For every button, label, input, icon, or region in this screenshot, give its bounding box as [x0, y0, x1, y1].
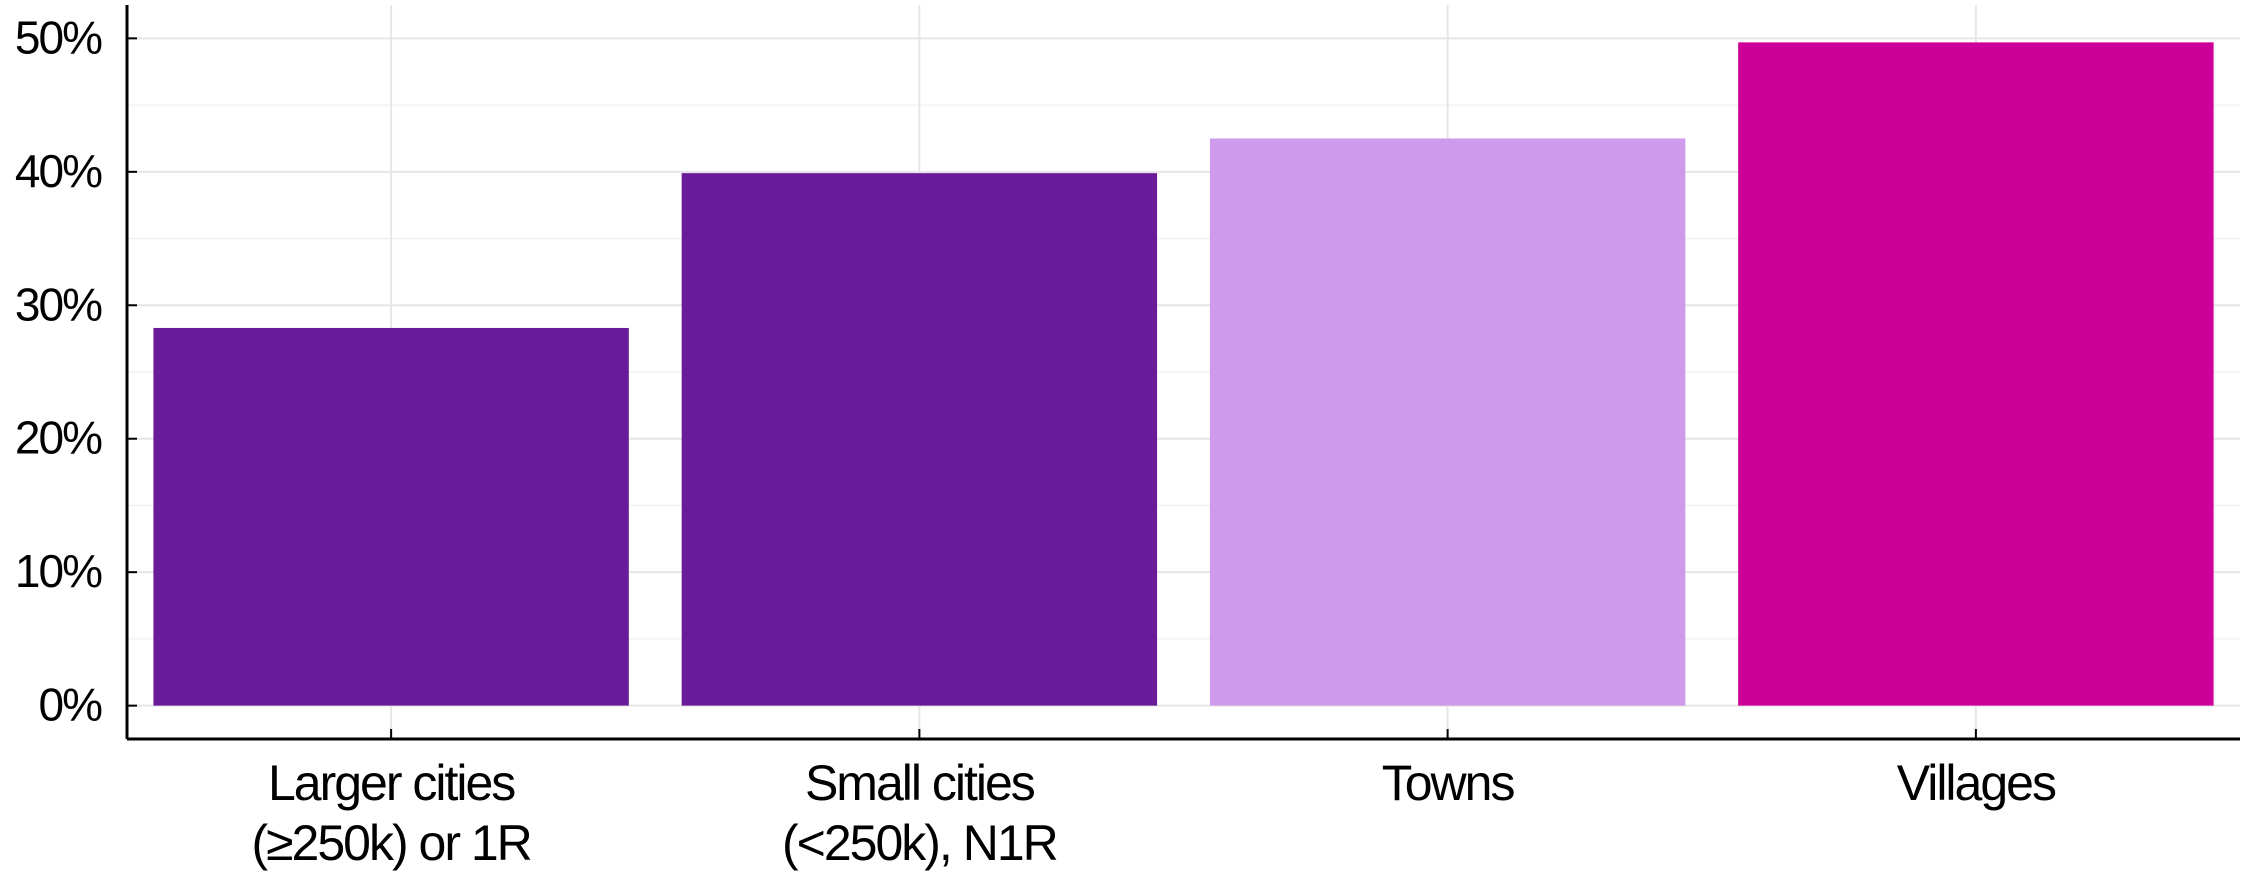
axes — [125, 5, 2240, 741]
x-category-label-line: Small cities — [805, 755, 1035, 811]
x-category-label-line: Larger cities — [268, 755, 515, 811]
x-category-label: Larger cities (≥250k) or 1R — [251, 755, 530, 871]
y-tick-label: 30% — [15, 278, 102, 330]
x-category-label-line: Villages — [1897, 755, 2056, 811]
x-category-label-line: (≥250k) or 1R — [251, 815, 530, 871]
bar — [1209, 138, 1686, 706]
x-axis-labels: Larger cities (≥250k) or 1R Small cities (<… — [251, 729, 2058, 871]
y-tick-label: 20% — [15, 412, 102, 464]
x-category-label: Villages — [1897, 755, 2056, 811]
y-tick-label: 10% — [15, 545, 102, 597]
bar — [153, 327, 629, 706]
y-axis-ticks: 0% 10% 20% 30% 40% 50% — [15, 11, 137, 731]
y-tick-label: 40% — [15, 145, 102, 197]
bar — [1738, 42, 2214, 706]
x-category-label-line: Towns — [1382, 755, 1515, 811]
y-tick-label: 50% — [15, 11, 102, 63]
x-category-label: Towns — [1382, 755, 1515, 811]
x-category-label-line: (<250k), N1R — [782, 815, 1057, 871]
bar — [681, 173, 1158, 706]
bars — [153, 42, 2214, 706]
y-tick-label: 0% — [39, 679, 103, 731]
x-category-label: Small cities (<250k), N1R — [782, 755, 1057, 871]
